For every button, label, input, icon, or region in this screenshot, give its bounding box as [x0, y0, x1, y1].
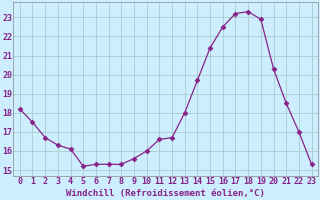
X-axis label: Windchill (Refroidissement éolien,°C): Windchill (Refroidissement éolien,°C): [66, 189, 265, 198]
